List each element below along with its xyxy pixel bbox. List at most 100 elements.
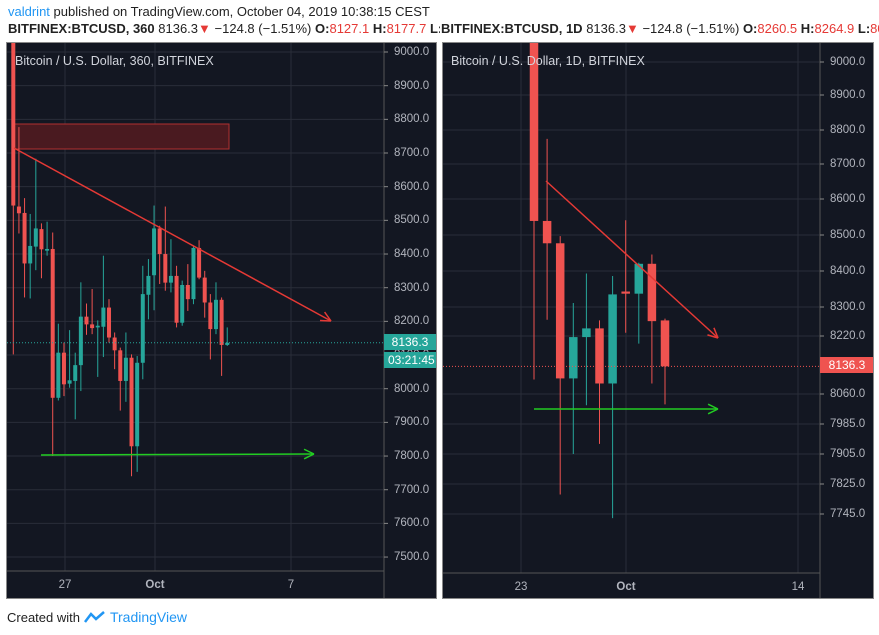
candle-body: [647, 263, 657, 322]
support-line: [40, 453, 315, 456]
left-symbol-info: BITFINEX:BTCUSD, 360 8136.3▼ −124.8 (−1.…: [8, 21, 440, 36]
price-axis-label: 8200.0: [394, 315, 430, 328]
candle-body: [146, 275, 151, 295]
candle-body: [202, 277, 207, 303]
price-axis-label: 8900.0: [394, 79, 430, 92]
price-axis-label: 8600.0: [394, 180, 430, 193]
candle-body: [529, 43, 539, 221]
candle-body: [140, 294, 145, 363]
last-price: 8136.3: [158, 21, 199, 36]
low-label: L:: [429, 21, 440, 36]
support-line-head: [303, 448, 315, 455]
down-arrow-icon: ▼: [625, 21, 639, 36]
tradingview-link[interactable]: TradingView: [109, 609, 188, 625]
candle-body: [582, 328, 591, 338]
descending-trendline-head: [707, 334, 719, 339]
high-value: 8264.9: [814, 21, 855, 36]
high-value: 8177.7: [386, 21, 427, 36]
symbol: BITFINEX:BTCUSD, 1D: [441, 21, 583, 36]
descending-trendline: [13, 147, 332, 322]
price-axis-label: 8800.0: [830, 124, 866, 136]
price-axis-label: 8800.0: [394, 113, 430, 126]
candle-body: [56, 352, 61, 398]
chart-title: Bitcoin / U.S. Dollar, 1D, BITFINEX: [451, 54, 645, 68]
high-label: H:: [372, 21, 387, 36]
candle-body: [112, 337, 117, 351]
support-line-head: [303, 453, 315, 460]
descending-trendline: [545, 180, 719, 339]
left-chart-panel[interactable]: Bitcoin / U.S. Dollar, 360, BITFINEX 900…: [6, 42, 437, 599]
candle-body: [213, 299, 218, 330]
bar-countdown: 03:21:45: [384, 351, 436, 368]
candle-body: [107, 307, 112, 338]
open-value: 8127.1: [329, 21, 370, 36]
candle-body: [39, 229, 44, 250]
candle-body: [152, 228, 157, 276]
right-symbol-info: BITFINEX:BTCUSD, 1D 8136.3▼ −124.8 (−1.5…: [441, 21, 879, 36]
price-axis-label: 7900.0: [394, 416, 430, 429]
resistance-zone: [13, 123, 230, 150]
candle-body: [180, 284, 185, 323]
candle-body: [22, 212, 27, 264]
down-arrow-icon: ▼: [198, 21, 211, 36]
price-axis-label: 9000.0: [830, 56, 866, 68]
candle-body: [634, 263, 644, 294]
right-chart-canvas[interactable]: [443, 43, 874, 599]
price-axis-label: 7800.0: [394, 450, 430, 463]
candle-body: [197, 247, 202, 278]
price-axis-label: 7745.0: [830, 508, 866, 520]
time-axis-label: Oct: [145, 579, 165, 591]
left-chart-canvas[interactable]: [7, 43, 437, 599]
candle-body: [101, 307, 106, 327]
candle-body: [118, 350, 123, 381]
candle-body: [16, 206, 21, 214]
price-axis-label: 7500.0: [394, 551, 430, 564]
open-label: O:: [742, 21, 758, 36]
candle-body: [90, 324, 95, 329]
price-axis-label: 8600.0: [830, 193, 866, 205]
candle-body: [78, 316, 83, 366]
candle-body: [163, 254, 168, 283]
right-chart-panel[interactable]: Bitcoin / U.S. Dollar, 1D, BITFINEX 9000…: [442, 42, 874, 599]
candle-body: [67, 380, 72, 384]
tradingview-logo-icon: [83, 611, 105, 623]
candle-body: [73, 365, 78, 381]
candle-body: [595, 328, 604, 384]
price-axis-label: 8300.0: [394, 281, 430, 294]
open-label: O:: [315, 21, 330, 36]
candle-body: [555, 243, 565, 379]
high-label: H:: [800, 21, 815, 36]
candle-body: [621, 291, 630, 294]
price-axis-label: 8700.0: [394, 147, 430, 159]
candle-body: [168, 275, 173, 283]
change: −124.8 (−1.51%): [214, 21, 312, 36]
candle-body: [84, 316, 89, 325]
price-axis-label: 9000.0: [394, 46, 430, 58]
price-axis-label: 8900.0: [830, 89, 866, 101]
published-text: published on TradingView.com, October 04…: [53, 4, 430, 19]
descending-trendline-head: [713, 327, 719, 339]
price-axis-label: 7985.0: [830, 418, 866, 430]
price-axis-label: 7905.0: [830, 448, 866, 460]
last-price: 8136.3: [586, 21, 626, 36]
price-axis-label: 8500.0: [830, 229, 866, 241]
candle-body: [660, 320, 670, 367]
price-axis-label: 7600.0: [394, 517, 430, 530]
candle-body: [135, 362, 140, 447]
candle-body: [191, 247, 196, 300]
price-axis-label: 7700.0: [394, 483, 430, 496]
footer: Created with TradingView: [7, 609, 187, 625]
candle-body: [157, 228, 162, 255]
candle-body: [45, 248, 50, 251]
support-line-head: [707, 403, 719, 410]
author-link[interactable]: valdrint: [8, 4, 50, 19]
candle-body: [225, 342, 230, 345]
candle-body: [542, 220, 552, 244]
candle-body: [95, 325, 100, 328]
price-axis-label: 8220.0: [830, 330, 866, 342]
candle-body: [50, 248, 55, 398]
publish-info: valdrint published on TradingView.com, O…: [8, 4, 430, 19]
price-axis-label: 8400.0: [394, 248, 430, 261]
price-axis-label: 8060.0: [830, 388, 866, 400]
time-axis-label: 14: [791, 581, 805, 593]
